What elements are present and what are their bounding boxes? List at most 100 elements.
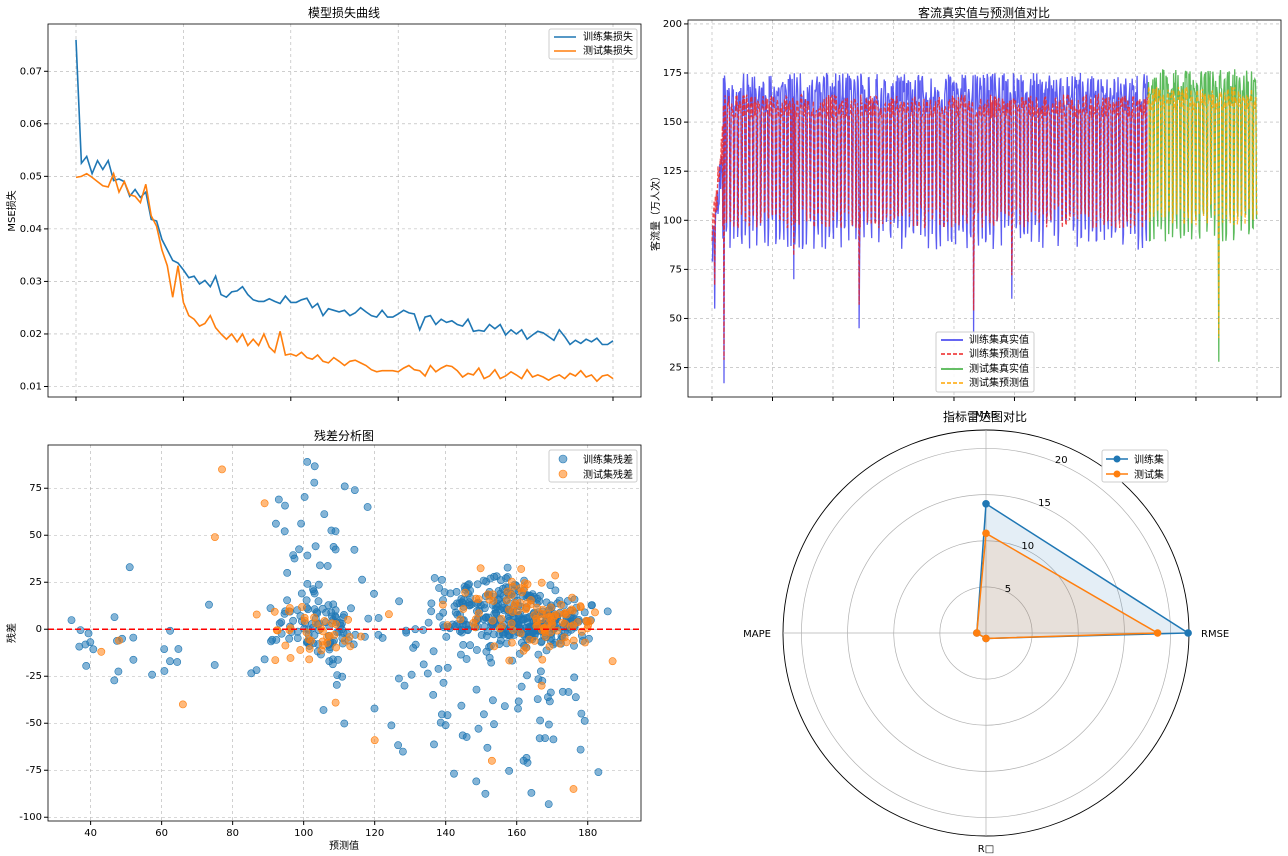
residual-point-test <box>296 646 305 654</box>
residual-point-test <box>461 588 470 597</box>
residual-point-train <box>483 743 492 752</box>
residual-point-train <box>319 706 328 714</box>
residual-point-train <box>457 701 466 710</box>
residual-point-train <box>398 747 407 756</box>
residual-point-test <box>505 656 514 665</box>
residual-point-train <box>210 661 219 669</box>
residual-point-train <box>472 777 481 786</box>
loss-ytick-label: 0.06 <box>20 119 42 130</box>
residual-point-test <box>300 616 309 625</box>
radar-axis-label: RMSE <box>1201 629 1229 640</box>
residual-point-train <box>173 658 182 666</box>
radar-chart: 指标雷达图对比 5 10 15 20 MAE RMSE R□ MAPE 训练集 测试集 <box>743 409 1229 855</box>
flow-chart-legend: 训练集真实值 训练集预测值 测试集真实值 测试集预测值 <box>935 331 1035 393</box>
residual-point-train <box>387 721 396 730</box>
residual-point-train <box>331 612 340 620</box>
residual-point-train <box>442 633 451 641</box>
residual-point-test <box>591 608 599 617</box>
residual-point-train <box>603 607 612 616</box>
residual-point-train <box>402 628 411 637</box>
residual-point-train <box>473 580 482 589</box>
residual-point-train <box>514 697 523 706</box>
residual-point-train <box>277 618 286 626</box>
loss-chart-title: 模型损失曲线 <box>308 5 380 20</box>
residual-point-train <box>166 626 174 635</box>
loss-series-test <box>75 171 614 383</box>
residual-point-test <box>346 642 355 651</box>
residual-point-test <box>285 604 294 612</box>
loss-ytick-label: 0.07 <box>20 66 42 77</box>
radar-marker-test <box>1153 629 1162 637</box>
residual-point-train <box>350 545 359 554</box>
residual-point-train <box>435 584 443 592</box>
residual-point-test <box>557 600 565 609</box>
flow-series-3 <box>1147 86 1258 339</box>
residual-point-test <box>317 646 326 655</box>
residual-point-train <box>323 562 332 570</box>
residual-point-train <box>580 717 589 725</box>
residual-point-train <box>84 629 93 638</box>
radar-chart-title: 指标雷达图对比 <box>943 409 1027 424</box>
legend-train-radar: 训练集 <box>1134 453 1164 466</box>
loss-chart-ylabel: MSE损失 <box>5 190 18 231</box>
residual-point-train <box>314 580 323 589</box>
residual-point-test <box>356 632 365 641</box>
residual-point-train <box>577 709 586 718</box>
loss-ytick-label: 0.04 <box>20 224 42 235</box>
residual-ytick-label: -75 <box>26 765 42 776</box>
residual-point-test <box>562 638 571 647</box>
residual-point-train <box>129 633 138 642</box>
residual-point-test <box>252 610 261 619</box>
residual-point-test <box>584 621 592 630</box>
residual-point-train <box>439 608 448 617</box>
residual-point-train <box>334 655 342 664</box>
residual-point-test <box>551 571 560 580</box>
residual-point-train <box>260 655 269 664</box>
residual-point-test <box>537 578 546 587</box>
loss-chart-legend: 训练集损失 测试集损失 <box>548 28 638 60</box>
residual-point-test <box>507 577 516 586</box>
residual-xtick-label: 80 <box>226 828 239 839</box>
residual-point-train <box>125 563 134 572</box>
residual-point-train <box>332 681 341 689</box>
residual-point-train <box>295 545 303 554</box>
loss-ytick-label: 0.03 <box>20 276 42 287</box>
residual-point-train <box>594 768 603 776</box>
residual-point-train <box>350 486 359 494</box>
residual-point-train <box>174 645 183 653</box>
residual-point-train <box>429 691 438 699</box>
residual-point-train <box>570 673 579 682</box>
residual-chart-legend: 训练集残差 测试集残差 <box>548 449 638 483</box>
residual-point-train <box>310 478 319 487</box>
residual-point-test <box>286 654 295 662</box>
residual-point-train <box>549 735 558 744</box>
residual-point-test <box>562 610 571 619</box>
residual-point-train <box>456 650 465 659</box>
residual-chart-ylabel: 残差 <box>5 623 18 643</box>
residual-point-train <box>148 670 156 679</box>
residual-point-train <box>580 608 589 617</box>
residual-point-train <box>427 599 436 608</box>
residual-point-train <box>546 688 555 697</box>
residual-point-train <box>500 702 509 710</box>
residual-ytick-label: -50 <box>26 718 42 729</box>
residual-point-test <box>271 656 280 664</box>
residual-point-train <box>76 626 85 634</box>
residual-point-train <box>247 669 256 678</box>
residual-point-test <box>537 681 546 690</box>
residual-point-train <box>281 501 289 510</box>
residual-point-train <box>503 563 512 572</box>
residual-point-test <box>310 613 318 622</box>
residual-point-train <box>67 616 76 624</box>
residual-xtick-label: 160 <box>507 828 526 839</box>
residual-point-train <box>485 653 494 662</box>
residual-point-test <box>510 601 519 609</box>
residual-point-train <box>467 600 476 609</box>
residual-point-train <box>545 720 553 729</box>
flow-ytick-label: 150 <box>663 117 682 128</box>
residual-point-train <box>303 580 312 588</box>
residual-point-test <box>298 603 306 611</box>
residual-ytick-label: 50 <box>29 530 42 541</box>
residual-point-train <box>545 697 554 706</box>
residual-point-train <box>303 457 312 466</box>
